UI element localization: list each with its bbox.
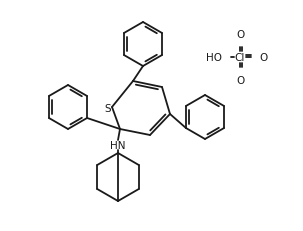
- Text: HN: HN: [110, 140, 126, 150]
- Text: Cl: Cl: [235, 53, 245, 63]
- Text: O: O: [236, 76, 244, 86]
- Text: O: O: [259, 53, 267, 63]
- Text: S: S: [104, 103, 111, 113]
- Text: HO: HO: [206, 53, 222, 63]
- Text: O: O: [236, 30, 244, 40]
